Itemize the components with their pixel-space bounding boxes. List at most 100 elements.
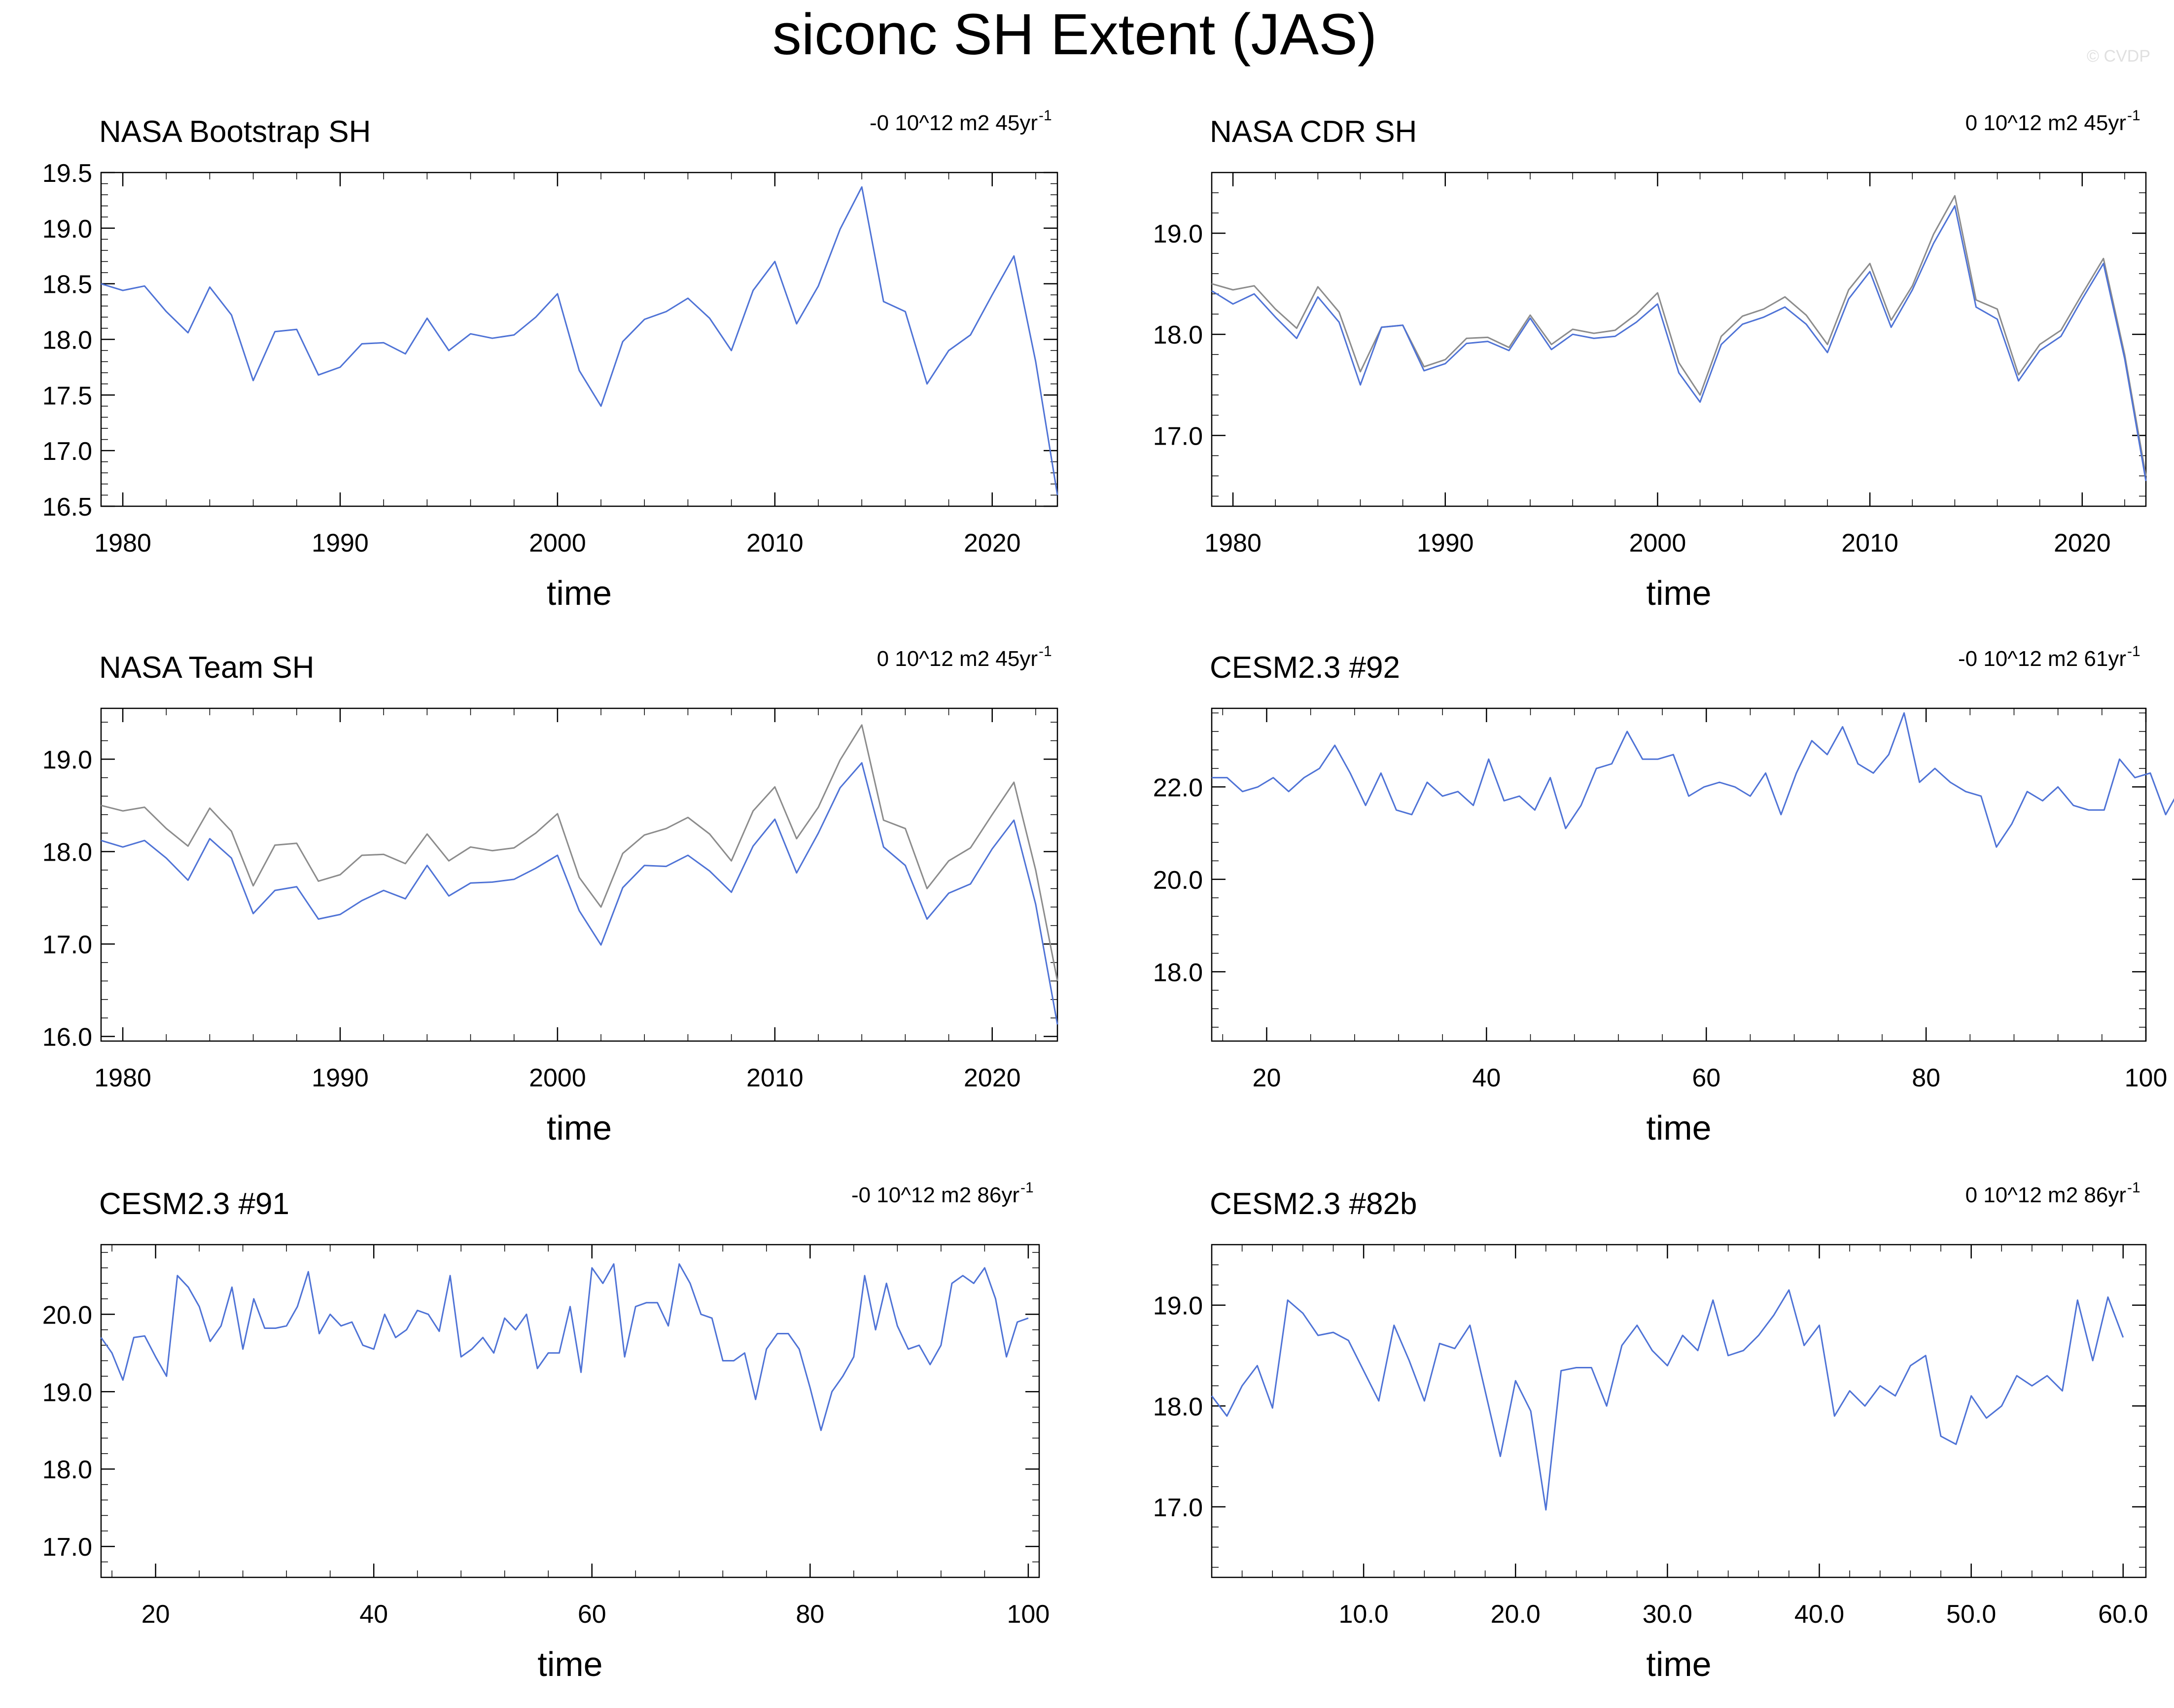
x-tick-label: 40 [1472, 1064, 1501, 1092]
panel-title: CESM2.3 #91 [99, 1187, 289, 1221]
trend-label-superscript: -1 [1039, 643, 1052, 660]
x-axis-label: time [547, 1109, 612, 1147]
y-tick-label: 19.5 [42, 159, 92, 188]
trend-label: 0 10^12 m2 86yr [1965, 1183, 2126, 1207]
x-tick-label: 20 [1253, 1064, 1281, 1092]
trend-label: 0 10^12 m2 45yr [877, 647, 1038, 671]
x-tick-label: 2020 [2054, 529, 2111, 558]
y-tick-label: 19.0 [42, 1378, 92, 1407]
panel-2: 1980 1990 2000 2010 2020 17.0 18.0 19.0 NASA CDR… [1153, 107, 2147, 612]
x-tick-label: 2020 [964, 529, 1021, 558]
y-tick-label: 18.0 [1153, 1393, 1203, 1421]
y-tick-label: 20.0 [42, 1301, 92, 1329]
series-line-1 [101, 724, 1058, 981]
y-tick-label: 17.0 [1153, 422, 1203, 451]
watermark: © CVDP [2087, 47, 2150, 66]
trend-label-superscript: -1 [1020, 1180, 1034, 1196]
series-line-1 [100, 1263, 1029, 1431]
x-tick-label: 1980 [94, 1064, 151, 1092]
y-tick-label: 17.0 [1153, 1494, 1203, 1522]
x-axis-label: time [1646, 1645, 1711, 1683]
x-tick-label: 20 [141, 1600, 170, 1629]
plot-frame [1211, 707, 2147, 1042]
x-axis-label: time [547, 574, 612, 612]
x-tick-label: 2010 [746, 1064, 804, 1092]
y-tick-label: 18.0 [42, 1456, 92, 1484]
x-tick-label: 60 [1692, 1064, 1720, 1092]
y-tick-label: 19.0 [42, 215, 92, 244]
y-tick-label: 18.0 [1153, 321, 1203, 349]
x-tick-label: 60.0 [2098, 1600, 2148, 1629]
x-tick-label: 40 [359, 1600, 388, 1629]
x-tick-label: 80 [796, 1600, 824, 1629]
x-tick-label: 2010 [746, 529, 804, 558]
x-tick-label: 20.0 [1491, 1600, 1541, 1629]
series-line-1 [1212, 712, 2174, 848]
x-tick-label: 1980 [1204, 529, 1262, 558]
y-tick-label: 18.5 [42, 271, 92, 299]
plot-frame [100, 707, 1058, 1042]
plot-frame [1211, 1244, 2147, 1578]
trend-label-superscript: -1 [2127, 643, 2140, 660]
x-tick-label: 50.0 [1946, 1600, 1996, 1629]
x-tick-label: 1990 [312, 1064, 369, 1092]
y-tick-label: 18.0 [1153, 958, 1203, 987]
y-tick-label: 18.0 [42, 326, 92, 355]
trend-label-superscript: -1 [1039, 107, 1052, 124]
y-tick-label: 22.0 [1153, 773, 1203, 802]
x-tick-label: 2020 [964, 1064, 1021, 1092]
trend-label-superscript: -1 [2127, 1180, 2140, 1196]
panel-title: NASA Team SH [99, 651, 314, 685]
trend-label: -0 10^12 m2 86yr [851, 1183, 1019, 1207]
x-tick-label: 1990 [1417, 529, 1474, 558]
x-tick-label: 30.0 [1643, 1600, 1692, 1629]
y-tick-label: 19.0 [1153, 220, 1203, 248]
x-tick-label: 2000 [529, 529, 586, 558]
panel-title: NASA CDR SH [1210, 115, 1417, 149]
y-tick-label: 17.5 [42, 382, 92, 410]
y-tick-label: 20.0 [1153, 866, 1203, 895]
x-tick-label: 2000 [529, 1064, 586, 1092]
plot-frame [1211, 172, 2147, 507]
series-line-2 [101, 762, 1058, 1025]
x-tick-label: 100 [1007, 1600, 1050, 1629]
x-tick-label: 40.0 [1794, 1600, 1844, 1629]
panel-title: CESM2.3 #82b [1210, 1187, 1417, 1221]
y-tick-label: 17.0 [42, 437, 92, 466]
y-tick-label: 16.0 [42, 1023, 92, 1052]
series-line-1 [101, 186, 1058, 495]
y-tick-label: 19.0 [1153, 1292, 1203, 1321]
x-tick-label: 2010 [1841, 529, 1898, 558]
x-tick-label: 1980 [94, 529, 151, 558]
x-tick-label: 10.0 [1339, 1600, 1389, 1629]
y-tick-label: 17.0 [42, 931, 92, 959]
panel-title: NASA Bootstrap SH [99, 115, 371, 149]
figure-title: siconc SH Extent (JAS) [772, 2, 1377, 67]
y-tick-label: 18.0 [42, 838, 92, 867]
trend-label: -0 10^12 m2 61yr [1958, 647, 2126, 671]
trend-label: 0 10^12 m2 45yr [1965, 111, 2126, 135]
x-tick-label: 60 [578, 1600, 606, 1629]
trend-label: -0 10^12 m2 45yr [870, 111, 1038, 135]
panel-3: 1980 1990 2000 2010 2020 16.0 17.0 18.0 19.0 NASA… [42, 643, 1058, 1147]
x-axis-label: time [1646, 574, 1711, 612]
panel-5: 20 40 60 80 100 17.0 18.0 19.0 20.0 CESM2.3 #91 -0… [42, 1180, 1050, 1683]
panel-title: CESM2.3 #92 [1210, 651, 1400, 685]
x-axis-label: time [537, 1645, 602, 1683]
x-tick-label: 2000 [1629, 529, 1686, 558]
plot-frame [100, 1244, 1040, 1578]
x-tick-label: 80 [1912, 1064, 1940, 1092]
x-tick-label: 1990 [312, 529, 369, 558]
panel-6: 10.0 20.0 30.0 40.0 50.0 60.0 17.0 18.0 19.0 CESM… [1153, 1180, 2148, 1683]
y-tick-label: 19.0 [42, 746, 92, 774]
panel-4: 20 40 60 80 100 18.0 20.0 22.0 CESM2.3 #92 -0 10^… [1153, 643, 2174, 1147]
panel-1: 1980 1990 2000 2010 2020 16.5 17.0 17.5 18.0 18.5… [42, 107, 1058, 612]
y-tick-label: 17.0 [42, 1533, 92, 1562]
series-line-1 [1211, 195, 2147, 476]
panels: 1980 1990 2000 2010 202016.517.017.518.018.5… [42, 107, 2174, 1683]
series-line-2 [1211, 205, 2147, 481]
trend-label-superscript: -1 [2127, 107, 2140, 124]
x-axis-label: time [1646, 1109, 1711, 1147]
series-line-1 [1211, 1289, 2124, 1511]
